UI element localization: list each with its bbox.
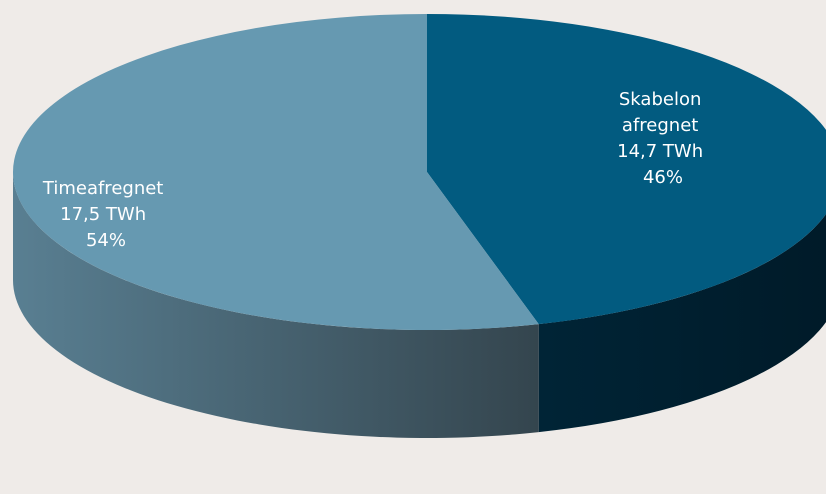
slice-label-line: Timeafregnet	[42, 178, 163, 199]
pie-slice-skabelon	[427, 14, 826, 325]
pie-sides	[13, 172, 826, 438]
pie-tops	[12, 14, 826, 330]
slice-label-value: 17,5 TWh	[60, 204, 146, 225]
slice-label-line: afregnet	[622, 115, 698, 136]
slice-label-time: Timeafregnet 17,5 TWh 54%	[42, 178, 169, 251]
pie-slice-side-time	[13, 172, 539, 438]
pie-slice-side-skabelon	[538, 214, 826, 433]
slice-label-percent: 54%	[86, 230, 126, 251]
slice-label-percent: 46%	[643, 167, 683, 188]
slice-label-skabelon: Skabelon afregnet 14,7 TWh 46%	[617, 89, 709, 188]
slice-label-line: Skabelon	[619, 89, 702, 110]
pie-slice-time	[12, 14, 539, 330]
slice-label-value: 14,7 TWh	[617, 141, 703, 162]
